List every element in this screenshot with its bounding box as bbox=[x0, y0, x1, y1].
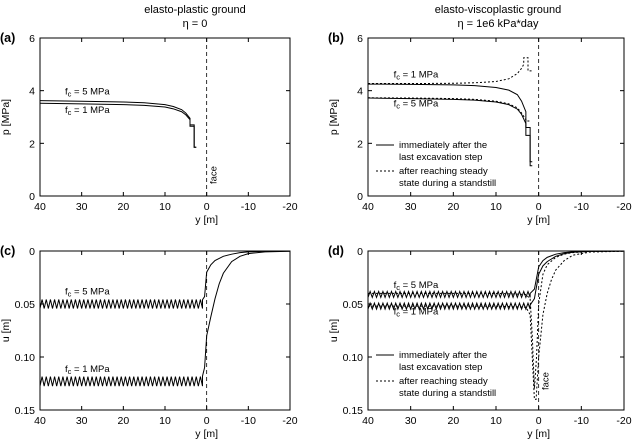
legend-b-solid-line1: immediately after the bbox=[399, 140, 487, 151]
column-title-right-line2: η = 1e6 kPa*day bbox=[457, 18, 539, 30]
panel-a-xtick-label: 30 bbox=[76, 201, 88, 213]
panel-a-annotation-1: fc = 1 MPa bbox=[65, 105, 110, 117]
panel-c-ytick-label: 0.10 bbox=[15, 352, 36, 364]
panel-b-ytick-label: 4 bbox=[357, 86, 363, 98]
panel-c-xtick-label: 0 bbox=[204, 415, 210, 427]
column-title-left-line2: η = 0 bbox=[183, 18, 208, 30]
panel-a-ytick-label: 4 bbox=[29, 86, 35, 98]
panel-a-label: (a) bbox=[0, 31, 15, 45]
panel-c-ytick-label: 0 bbox=[29, 246, 35, 258]
legend-b: immediately after the last excavation st… bbox=[376, 140, 496, 189]
panel-b-series-0-solid bbox=[367, 83, 533, 163]
panel-b-series-1-dashed bbox=[368, 57, 533, 85]
panel-b-annotation-1: fc = 5 MPa bbox=[394, 98, 439, 110]
panel-d-xtick-label: -20 bbox=[616, 415, 631, 427]
column-title-right-line1: elasto-viscoplastic ground bbox=[435, 4, 562, 16]
panel-a-xtick-label: 20 bbox=[117, 201, 129, 213]
panel-d-series-3-dashed bbox=[368, 250, 625, 400]
legend-b-dashed-line1: after reaching steady bbox=[399, 166, 488, 177]
panel-a-xtick-label: -20 bbox=[282, 201, 297, 213]
panel-d-xtick-label: 10 bbox=[490, 415, 502, 427]
panel-d-ytick-label: 0 bbox=[357, 246, 363, 258]
panel-a-xtick-label: 40 bbox=[34, 201, 46, 213]
panel-c-annotation-1: fc = 1 MPa bbox=[65, 364, 110, 376]
panel-a-series-1-solid bbox=[39, 102, 197, 148]
panel-c: 40 30 20 10 0 -10 -20 0 0.05 0.10 0.15 y [m] u [m] (c… bbox=[0, 244, 298, 440]
panel-b-ytick-label: 6 bbox=[357, 33, 363, 45]
panel-a-ytick-label: 6 bbox=[29, 33, 35, 45]
panel-c-xtick-label: -20 bbox=[282, 415, 297, 427]
panel-b-xtick-label: 0 bbox=[536, 201, 542, 213]
panel-b-series-3-dashed bbox=[367, 97, 531, 122]
panel-a-face-label: face bbox=[209, 166, 220, 184]
legend-d-dashed-line1: after reaching steady bbox=[399, 376, 488, 387]
panel-a-xtick-label: 10 bbox=[159, 201, 171, 213]
panel-d-xtick-label: 30 bbox=[405, 415, 417, 427]
panel-d-annotation-1: fc = 1 MPa bbox=[394, 307, 439, 319]
panel-b-series-2-solid bbox=[367, 97, 533, 167]
panel-a-series-0-solid bbox=[39, 100, 197, 148]
legend-d: immediately after the last excavation st… bbox=[376, 350, 496, 399]
legend-d-dashed-line2: state during a standstill bbox=[399, 388, 496, 399]
panel-c-xtick-label: -10 bbox=[241, 415, 256, 427]
panel-d-xtick-label: 40 bbox=[362, 415, 374, 427]
panel-a-xtick-label: -10 bbox=[241, 201, 256, 213]
panel-c-series-0-solid bbox=[39, 250, 291, 309]
panel-d-series-2-dashed bbox=[368, 250, 625, 389]
panel-d: 40 30 20 10 0 -10 -20 0 0.05 0.10 0.15 y [m] u [m] (d… bbox=[328, 244, 632, 440]
panel-a-ytick-label: 2 bbox=[29, 138, 35, 150]
panel-c-xtick-label: 40 bbox=[34, 415, 46, 427]
legend-d-solid-line2: last excavation step bbox=[399, 362, 482, 373]
panel-a-frame bbox=[39, 37, 291, 197]
panel-c-xtick-label: 20 bbox=[117, 415, 129, 427]
panel-b-xtick-label: 10 bbox=[490, 201, 502, 213]
panel-a-annotation-0: fc = 5 MPa bbox=[65, 87, 110, 99]
legend-d-solid-line1: immediately after the bbox=[399, 350, 487, 361]
panel-c-label: (c) bbox=[0, 244, 15, 258]
panel-b-xlabel: y [m] bbox=[527, 214, 550, 226]
panel-d-ytick-label: 0.15 bbox=[343, 405, 364, 417]
panel-b-ytick-label: 2 bbox=[357, 138, 363, 150]
panel-b-xtick-label: -10 bbox=[574, 201, 589, 213]
panel-a-xtick-label: 0 bbox=[204, 201, 210, 213]
panel-b-xtick-label: 30 bbox=[405, 201, 417, 213]
panel-d-series-0-solid bbox=[367, 250, 625, 299]
panel-a-ylabel: p [MPa] bbox=[0, 99, 12, 135]
panel-c-xtick-label: 10 bbox=[159, 415, 171, 427]
panel-d-annotation-0: fc = 5 MPa bbox=[394, 280, 439, 292]
panel-c-xtick-label: 30 bbox=[76, 415, 88, 427]
legend-b-solid-line2: last excavation step bbox=[399, 152, 482, 163]
panel-b-xtick-label: -20 bbox=[616, 201, 631, 213]
panel-a-ytick-label: 0 bbox=[29, 191, 35, 203]
panel-b-annotation-0: fc = 1 MPa bbox=[394, 70, 439, 82]
panel-b-ytick-label: 0 bbox=[357, 191, 363, 203]
panel-b-xtick-label: 20 bbox=[447, 201, 459, 213]
panel-c-xlabel: y [m] bbox=[195, 428, 218, 440]
panel-d-label: (d) bbox=[328, 244, 344, 258]
column-title-left-line1: elasto-plastic ground bbox=[144, 4, 246, 16]
panel-c-annotation-0: fc = 5 MPa bbox=[65, 286, 110, 298]
panel-d-xlabel: y [m] bbox=[527, 428, 550, 440]
panel-b: 40 30 20 10 0 -10 -20 0 2 4 6 y [m] p [MPa] (b) fc = 1… bbox=[328, 31, 632, 226]
panel-d-face-label: face bbox=[541, 372, 552, 390]
panel-d-xtick-label: 20 bbox=[447, 415, 459, 427]
panel-a-xlabel: y [m] bbox=[195, 214, 218, 226]
panel-c-series-1-solid bbox=[39, 250, 291, 387]
legend-b-dashed-line2: state during a standstill bbox=[399, 178, 496, 189]
panel-c-ytick-label: 0.05 bbox=[15, 299, 36, 311]
panel-d-xtick-label: -10 bbox=[574, 415, 589, 427]
panel-d-ytick-label: 0.05 bbox=[343, 299, 364, 311]
panel-d-ytick-label: 0.10 bbox=[343, 352, 364, 364]
panel-c-ytick-label: 0.15 bbox=[15, 405, 36, 417]
panel-b-xtick-label: 40 bbox=[362, 201, 374, 213]
panel-a: 40 30 20 10 0 -10 -20 0 2 4 6 y [m] p [MPa] (a) face fc… bbox=[0, 31, 298, 226]
panel-b-label: (b) bbox=[328, 31, 344, 45]
panel-d-ylabel: u [m] bbox=[328, 319, 340, 342]
panel-c-ylabel: u [m] bbox=[0, 319, 12, 342]
panel-d-xtick-label: 0 bbox=[536, 415, 542, 427]
panel-b-ylabel: p [MPa] bbox=[328, 99, 340, 135]
